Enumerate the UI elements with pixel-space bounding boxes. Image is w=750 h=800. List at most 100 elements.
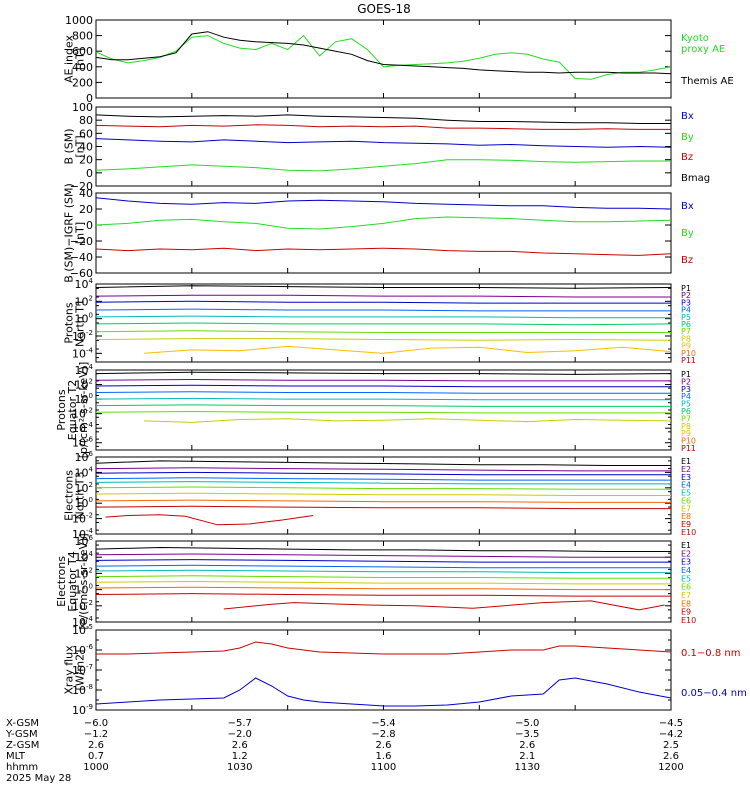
legend-label-p1: P1 [681, 370, 691, 379]
x-row-value: −5.7 [228, 718, 252, 729]
series-e5 [95, 481, 671, 485]
series-by [95, 216, 672, 230]
series-p9 [143, 345, 672, 354]
legend-label-p3: P3 [681, 298, 691, 307]
x-axis-table: X-GSM −6.0 −5.7 −5.4 −5.0 −4.5 Y-GSM −1.2 −2.0 −2… [5, 718, 684, 784]
legend-label-p5: P5 [681, 400, 691, 409]
panel-frame [95, 629, 672, 711]
x-row-value: 2.1 [519, 751, 535, 762]
series-p6 [95, 404, 671, 407]
legend-label-bx: Bx [681, 111, 694, 122]
legend-label-proxy-ae: proxy AE [681, 44, 725, 55]
y-axis-label-line: B (SM) [63, 128, 76, 164]
series-p6 [95, 322, 672, 326]
y-tick-label: 40 [79, 141, 93, 154]
series-e10 [223, 600, 665, 611]
legend-label-bz: Bz [681, 152, 693, 163]
y-axis-label: ElectronsEquator T4[e/(cm²-s-sr-keV)] [55, 533, 90, 629]
series-e4 [95, 564, 671, 569]
y-axis-label: ElectronsNorth T3 [63, 470, 87, 521]
panel-frame [95, 19, 672, 99]
y-axis-label-line: AE index [63, 34, 76, 83]
legend-label-p11: P11 [681, 444, 696, 453]
y-tick-label: 10-4 [72, 346, 94, 360]
legend-label-e3: E3 [681, 558, 691, 567]
legend-label-p2: P2 [681, 291, 691, 300]
series-kyoto-proxy-ae [95, 34, 672, 80]
y-tick-label: 800 [72, 30, 93, 43]
legend-label-p1: P1 [681, 284, 691, 293]
series-p4 [95, 391, 671, 394]
legend-label-themis-ae: Themis AE [680, 76, 734, 87]
y-tick-label: 102 [75, 481, 93, 495]
series-p2 [95, 378, 671, 382]
legend-label-e4: E4 [681, 566, 691, 575]
legend-label-p6: P6 [681, 407, 691, 416]
series-e5 [95, 569, 671, 574]
y-axis-label-line: B (SM)−IGRF (SM) [63, 183, 76, 283]
panel-frame [95, 192, 672, 274]
y-axis-label-line: [W/m2] [74, 650, 87, 691]
series-e3 [95, 559, 671, 563]
y-tick-label: −20 [70, 180, 93, 193]
y-axis-label: B (SM)[nT] [63, 128, 87, 164]
y-tick-label: −40 [70, 251, 93, 264]
legend-label-p6: P6 [681, 320, 691, 329]
y-tick-label: 104 [75, 277, 94, 291]
x-row-value: 1000 [83, 762, 108, 773]
legend-label-e2: E2 [681, 465, 691, 474]
series-p1 [95, 371, 672, 375]
series-e2 [95, 467, 671, 472]
y-tick-label: 100 [75, 583, 93, 597]
legend-label-e7: E7 [681, 504, 691, 513]
legend-label-p9: P9 [681, 429, 691, 438]
y-axis-label-line: [nT] [74, 135, 87, 157]
x-row-value: 1100 [371, 762, 396, 773]
legend-label-p4: P4 [681, 306, 691, 315]
legend-label-0-05-0-4-nm: 0.05−0.4 nm [681, 688, 747, 699]
legend-label-p10: P10 [681, 437, 696, 446]
series-e7 [95, 492, 671, 496]
x-row-value: −4.5 [659, 718, 683, 729]
x-row-label: Y-GSM [5, 729, 38, 740]
x-row-value: 1.2 [232, 751, 248, 762]
series-e8 [95, 499, 671, 503]
series-0-05-0-4-nm [95, 677, 672, 707]
x-row-label: MLT [6, 751, 26, 762]
x-row-value: 1030 [227, 762, 252, 773]
y-axis-label-line: Equator T4 [66, 551, 79, 611]
y-tick-label: 102 [75, 294, 93, 308]
y-tick-label: 0 [86, 219, 93, 232]
series-p8 [95, 338, 672, 341]
series-e9 [95, 593, 671, 597]
x-row-label: Z-GSM [6, 740, 39, 751]
y-tick-label: 0 [86, 92, 93, 105]
series-themis-ae [95, 31, 672, 75]
y-tick-label: 100 [75, 392, 93, 406]
legend-label-e2: E2 [681, 549, 691, 558]
x-row-value: −3.5 [515, 729, 539, 740]
x-row-value: 1.6 [376, 751, 392, 762]
y-axis-label-line: Protons [63, 302, 76, 343]
series-e9 [95, 505, 671, 510]
x-row-value: 2.6 [376, 740, 392, 751]
panel-frame [95, 369, 672, 451]
y-tick-label: 20 [79, 203, 93, 216]
y-axis-label: Xray flux[W/m2] [63, 645, 87, 695]
y-axis-label-line: [nT] [74, 222, 87, 244]
x-row-value: 2.6 [232, 740, 248, 751]
legend-label-e6: E6 [681, 496, 691, 505]
series-by [95, 159, 671, 172]
series-p5 [95, 397, 671, 401]
y-axis-label: B (SM)−IGRF (SM)[nT] [63, 183, 87, 283]
y-axis-label-line: Equator T2 [66, 380, 79, 440]
y-tick-label: 10-9 [72, 703, 93, 717]
series-e8 [95, 586, 671, 591]
series-e10 [105, 514, 314, 526]
legend-label-0-1-0-8-nm: 0.1−0.8 nm [681, 648, 740, 659]
legend-label-e10: E10 [681, 528, 696, 537]
legend-label-p4: P4 [681, 392, 691, 401]
